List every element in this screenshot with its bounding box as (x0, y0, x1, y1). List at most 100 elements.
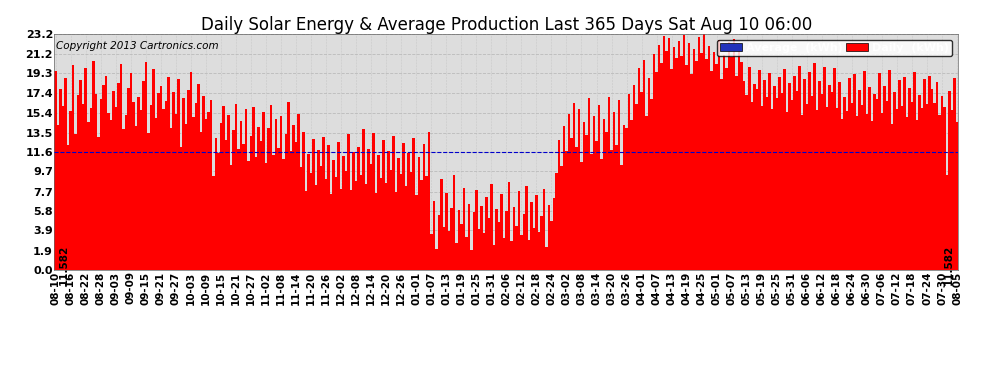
Bar (472, 212, 475, 270)
Bar (505, 211, 508, 270)
Bar (97, 136, 100, 270)
Bar (783, 69, 785, 270)
Bar (418, 157, 420, 270)
Bar (357, 147, 360, 270)
Bar (595, 141, 598, 270)
Bar (110, 120, 112, 270)
Bar (270, 105, 272, 270)
Bar (888, 70, 891, 270)
Bar (685, 65, 688, 270)
Bar (688, 43, 690, 270)
Bar (362, 129, 365, 270)
Bar (567, 114, 570, 270)
Bar (955, 122, 958, 270)
Bar (400, 174, 403, 270)
Bar (92, 61, 94, 270)
Bar (159, 86, 162, 270)
Bar (808, 72, 811, 270)
Bar (330, 194, 333, 270)
Bar (768, 74, 770, 270)
Bar (287, 102, 290, 270)
Bar (315, 186, 318, 270)
Bar (127, 88, 130, 270)
Bar (860, 105, 863, 270)
Bar (886, 101, 888, 270)
Bar (865, 114, 868, 270)
Bar (59, 89, 62, 270)
Bar (765, 97, 768, 270)
Bar (638, 68, 641, 270)
Bar (543, 189, 545, 270)
Bar (57, 125, 59, 270)
Bar (510, 242, 513, 270)
Bar (425, 176, 428, 270)
Bar (678, 41, 680, 270)
Bar (718, 40, 721, 270)
Bar (647, 78, 650, 270)
Bar (267, 129, 270, 270)
Bar (911, 102, 913, 270)
Bar (545, 247, 547, 270)
Bar (575, 147, 578, 270)
Bar (547, 205, 550, 270)
Bar (233, 130, 235, 270)
Bar (742, 81, 745, 270)
Bar (628, 94, 631, 270)
Bar (518, 190, 520, 270)
Bar (652, 54, 655, 270)
Bar (328, 145, 330, 270)
Bar (440, 179, 443, 270)
Bar (736, 75, 738, 270)
Bar (931, 89, 934, 270)
Bar (115, 107, 117, 270)
Bar (177, 78, 179, 270)
Bar (613, 112, 616, 270)
Bar (610, 150, 613, 270)
Bar (791, 100, 793, 270)
Bar (174, 114, 177, 270)
Bar (498, 222, 500, 270)
Bar (87, 122, 89, 270)
Bar (74, 134, 77, 270)
Bar (302, 132, 305, 270)
Bar (680, 56, 683, 270)
Bar (300, 167, 302, 270)
Bar (741, 62, 742, 270)
Bar (377, 155, 380, 270)
Bar (222, 106, 225, 270)
Bar (533, 228, 536, 270)
Bar (616, 145, 618, 270)
Bar (172, 92, 174, 270)
Text: 11.582: 11.582 (943, 245, 953, 285)
Bar (716, 64, 718, 270)
Bar (125, 115, 127, 270)
Bar (721, 78, 723, 270)
Bar (760, 106, 763, 270)
Bar (230, 165, 233, 270)
Bar (312, 139, 315, 270)
Bar (325, 179, 328, 270)
Bar (280, 116, 282, 270)
Bar (149, 105, 152, 270)
Bar (413, 138, 415, 270)
Bar (202, 96, 205, 270)
Bar (462, 188, 465, 270)
Bar (633, 85, 636, 270)
Bar (590, 154, 593, 270)
Bar (467, 204, 470, 270)
Bar (828, 85, 831, 270)
Bar (870, 122, 873, 270)
Bar (215, 138, 217, 270)
Bar (162, 109, 164, 270)
Bar (62, 106, 64, 270)
Text: 11.582: 11.582 (59, 245, 69, 285)
Bar (733, 39, 736, 270)
Bar (443, 227, 446, 270)
Bar (618, 100, 621, 270)
Bar (475, 189, 477, 270)
Bar (450, 208, 452, 270)
Bar (380, 178, 382, 270)
Bar (190, 72, 192, 270)
Bar (105, 75, 107, 270)
Bar (583, 122, 585, 270)
